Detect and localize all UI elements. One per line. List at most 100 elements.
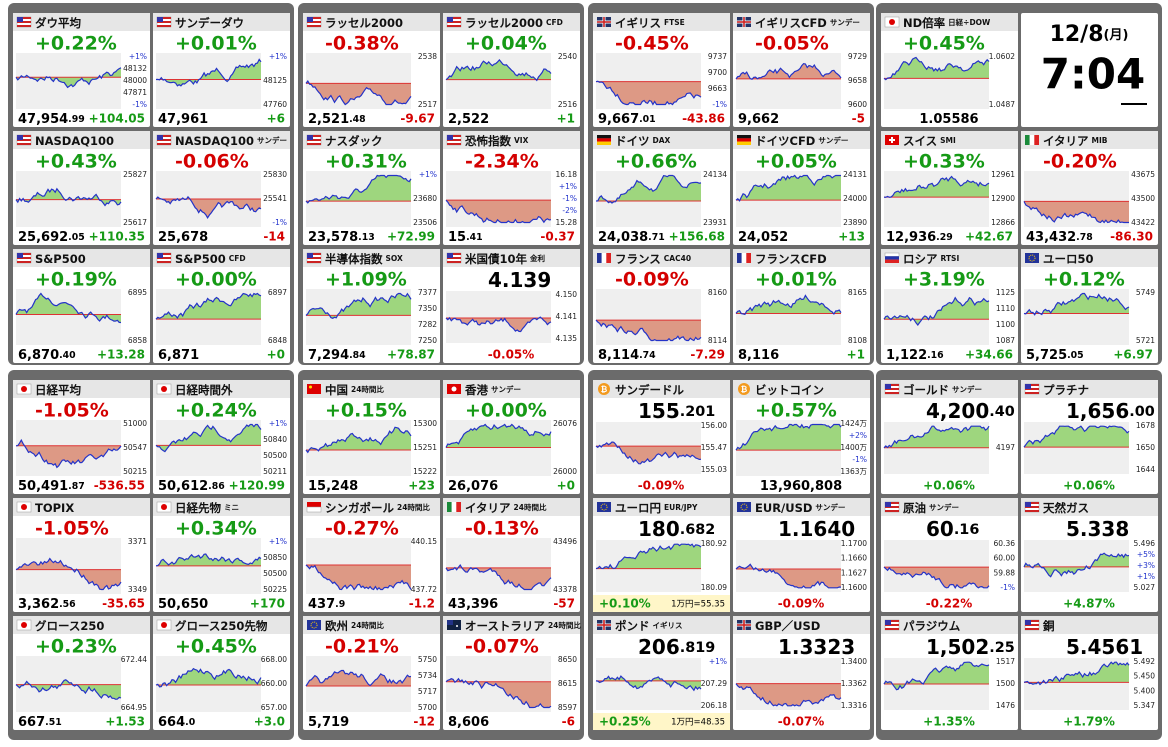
flag-icon (1025, 253, 1039, 263)
price: 9,662 (738, 112, 779, 127)
axis-label: 26076 (553, 419, 577, 428)
flag-part (157, 143, 171, 145)
axis-label: 2540 (558, 52, 577, 61)
text-part: S&P500 (35, 252, 86, 266)
axis-label: +1% (709, 657, 727, 666)
chart-line (155, 58, 262, 87)
chart-area (884, 57, 989, 80)
text-part: DAX (653, 136, 671, 145)
axis-label: 657.00 (261, 703, 287, 712)
tile-bg (1021, 13, 1158, 127)
tile-name: 銅 (1042, 619, 1055, 633)
flag-part (1025, 384, 1039, 386)
flag-part (597, 141, 611, 145)
chart-bg (884, 53, 989, 109)
flag-part (1025, 510, 1039, 512)
axis-label: 23931 (703, 218, 727, 227)
change: +23 (408, 479, 435, 493)
change: -0.37 (540, 230, 575, 244)
chart-line (1023, 661, 1130, 686)
axis-label: 156.00 (701, 421, 727, 430)
text-part: .05 (68, 232, 85, 243)
tile: ND倍率 日経÷DOW +0.45% 1.05586 1.0602 1.0487 (881, 13, 1018, 127)
axis-label: 15300 (413, 419, 437, 428)
flag-part (606, 253, 611, 263)
text-part: 5.4561 (1066, 635, 1143, 659)
axis-label: 8108 (848, 336, 867, 345)
change: -9.67 (400, 112, 435, 126)
flag-part (597, 138, 611, 142)
tile-header (13, 13, 150, 31)
text-part: TOPIX (35, 501, 74, 515)
chart-area (596, 676, 701, 691)
axis-label: 206.18 (701, 701, 727, 710)
text-part: 24,052 (738, 230, 788, 245)
chart-area (306, 565, 411, 590)
axis-label: -1% (852, 455, 867, 464)
tile-header (733, 498, 870, 516)
flag-icon (307, 384, 321, 394)
flag-part (21, 622, 27, 628)
axis-label: 3371 (128, 537, 147, 546)
change: -5 (852, 112, 865, 126)
text-part: .84 (349, 350, 366, 361)
tile-header (153, 380, 290, 398)
flag-part (447, 25, 461, 27)
chart-line (735, 423, 842, 451)
flag-part (447, 17, 453, 22)
axis-label: 12961 (991, 170, 1015, 179)
flag-part (157, 261, 171, 263)
change: -86.30 (1110, 230, 1153, 244)
text-part: .0 (185, 717, 196, 728)
text-part: NASDAQ100 (35, 134, 114, 148)
axis-label: 4.141 (556, 312, 578, 321)
flag-icon (1025, 135, 1039, 145)
flag-part (737, 135, 751, 139)
flag-part: ₿ (601, 385, 608, 394)
axis-label: 1400万 (840, 443, 867, 452)
tile: NASDAQ100 サンデー -0.06% 25,678 -14 25830 25541 -1… (153, 131, 290, 245)
flag-part (17, 139, 31, 141)
flag-part (307, 25, 321, 27)
text-part: CFD (546, 18, 563, 27)
text-part: 60 (926, 517, 954, 541)
tile: EUR/USD サンデー 1.1640 -0.09% 1.1700 1.1660 1.162… (733, 498, 870, 612)
change-percent: -0.09% (615, 269, 689, 291)
tile-name: ユーロ50 (1043, 252, 1094, 266)
price: 3,362.56 (18, 597, 76, 612)
flag-part (17, 143, 31, 145)
axis-label: 1125 (996, 288, 1015, 297)
flag-part (737, 253, 742, 263)
text-part: サンデー (491, 384, 521, 394)
tile-header (303, 380, 440, 398)
flag-part (885, 624, 899, 626)
text-part: 8,114 (598, 348, 639, 363)
price: 13,960,808 (760, 479, 842, 494)
flag-part (597, 135, 611, 139)
price: 23,578.13 (308, 230, 375, 245)
flag-icon (156, 501, 172, 513)
chart-line (735, 294, 842, 316)
tile-header (881, 616, 1018, 634)
text-part: 半導体指数 (325, 252, 383, 266)
tile-name: 半導体指数 SOX (325, 252, 403, 266)
text-part: サンデー (952, 384, 982, 394)
change-percent: +0.45% (175, 636, 257, 658)
change-percent: +0.04% (465, 33, 547, 55)
tile-header (13, 131, 150, 149)
chart-line (595, 80, 702, 106)
axis-label: 1500 (996, 679, 1015, 688)
change: +34.66 (965, 348, 1013, 362)
flag-part (885, 620, 899, 622)
price: 180.682 (638, 517, 715, 541)
flag-part (17, 17, 23, 22)
text-part: .41 (466, 232, 483, 243)
text-part: .00 (1129, 404, 1155, 420)
price: 8,606 (448, 715, 489, 730)
text-part: ゴールド (903, 383, 949, 397)
text-part: .99 (68, 114, 85, 125)
tile: シンガポール 24時間比 -0.27% 437.9 -1.2 440.15 437.72 (303, 498, 440, 612)
flag-icon (16, 501, 32, 513)
flag-icon (16, 16, 32, 28)
flag-part (740, 503, 748, 511)
